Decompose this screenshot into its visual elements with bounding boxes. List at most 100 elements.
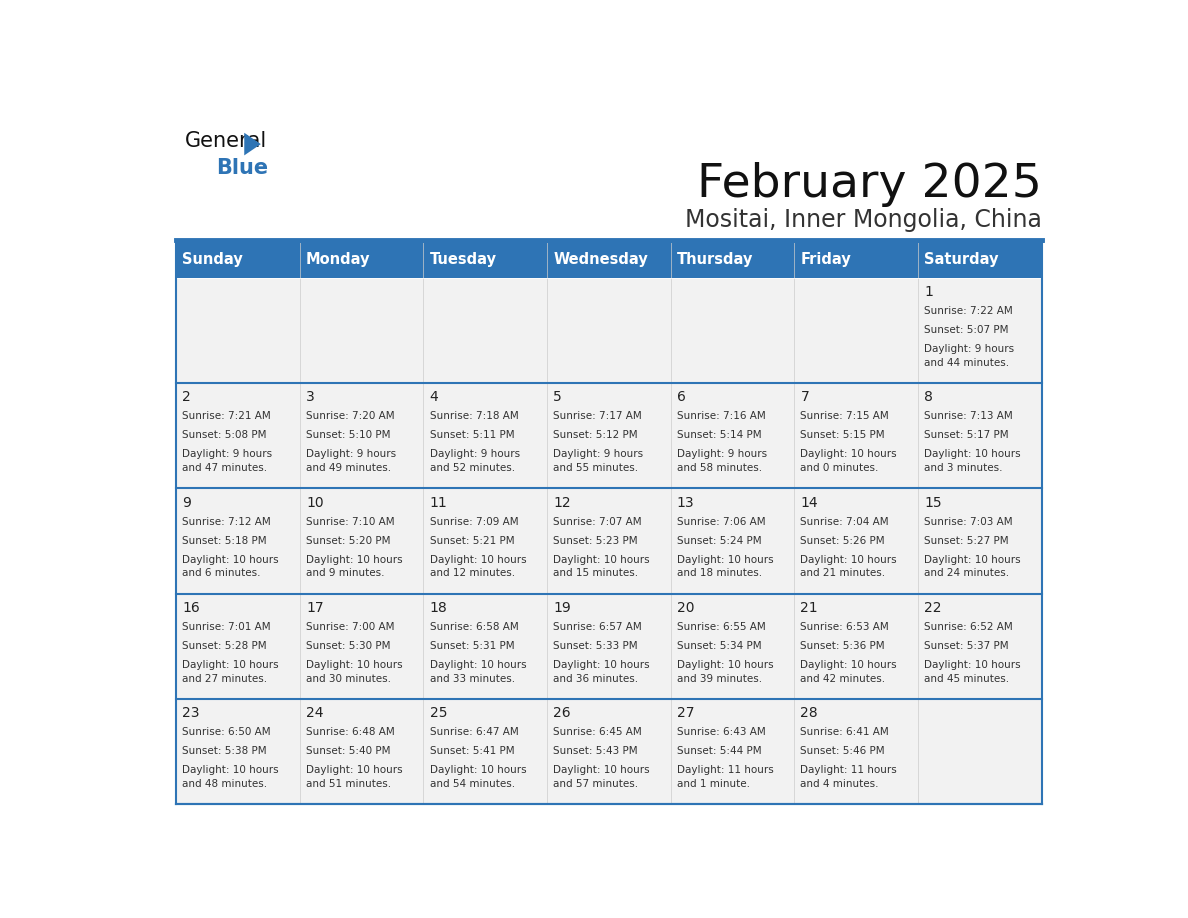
Bar xyxy=(671,699,795,804)
Text: Sunrise: 7:03 AM: Sunrise: 7:03 AM xyxy=(924,517,1012,527)
Text: 14: 14 xyxy=(801,496,819,509)
Text: Sunrise: 7:15 AM: Sunrise: 7:15 AM xyxy=(801,411,890,421)
Text: Daylight: 10 hours
and 36 minutes.: Daylight: 10 hours and 36 minutes. xyxy=(554,660,650,684)
Text: 10: 10 xyxy=(307,496,323,509)
Text: 8: 8 xyxy=(924,390,933,405)
Text: Mositai, Inner Mongolia, China: Mositai, Inner Mongolia, China xyxy=(684,207,1042,231)
Bar xyxy=(795,594,918,699)
Text: Sunset: 5:28 PM: Sunset: 5:28 PM xyxy=(182,641,267,651)
Text: Daylight: 10 hours
and 51 minutes.: Daylight: 10 hours and 51 minutes. xyxy=(307,766,403,789)
Text: Daylight: 10 hours
and 45 minutes.: Daylight: 10 hours and 45 minutes. xyxy=(924,660,1020,684)
Text: 26: 26 xyxy=(554,706,571,721)
Text: 7: 7 xyxy=(801,390,809,405)
Text: Sunrise: 6:43 AM: Sunrise: 6:43 AM xyxy=(677,727,765,737)
Text: Daylight: 10 hours
and 18 minutes.: Daylight: 10 hours and 18 minutes. xyxy=(677,554,773,578)
Text: Saturday: Saturday xyxy=(924,252,999,267)
Text: Daylight: 10 hours
and 48 minutes.: Daylight: 10 hours and 48 minutes. xyxy=(182,766,279,789)
Text: Sunrise: 6:53 AM: Sunrise: 6:53 AM xyxy=(801,622,890,633)
Text: Sunset: 5:38 PM: Sunset: 5:38 PM xyxy=(182,746,267,756)
Text: Daylight: 9 hours
and 47 minutes.: Daylight: 9 hours and 47 minutes. xyxy=(182,449,272,473)
Text: Sunset: 5:43 PM: Sunset: 5:43 PM xyxy=(554,746,638,756)
Text: Sunset: 5:46 PM: Sunset: 5:46 PM xyxy=(801,746,885,756)
Bar xyxy=(176,594,299,699)
Bar xyxy=(176,488,299,594)
Bar xyxy=(299,488,423,594)
Bar xyxy=(795,699,918,804)
Bar xyxy=(299,594,423,699)
Text: Sunrise: 6:41 AM: Sunrise: 6:41 AM xyxy=(801,727,890,737)
Text: 15: 15 xyxy=(924,496,942,509)
Text: Sunrise: 6:45 AM: Sunrise: 6:45 AM xyxy=(554,727,642,737)
Text: Sunset: 5:24 PM: Sunset: 5:24 PM xyxy=(677,536,762,545)
Text: 2: 2 xyxy=(182,390,191,405)
Text: Sunrise: 7:22 AM: Sunrise: 7:22 AM xyxy=(924,306,1013,316)
Text: Daylight: 10 hours
and 54 minutes.: Daylight: 10 hours and 54 minutes. xyxy=(430,766,526,789)
Text: Daylight: 10 hours
and 24 minutes.: Daylight: 10 hours and 24 minutes. xyxy=(924,554,1020,578)
Text: 22: 22 xyxy=(924,601,942,615)
Bar xyxy=(918,277,1042,383)
Bar xyxy=(176,383,299,488)
Text: Sunrise: 7:00 AM: Sunrise: 7:00 AM xyxy=(307,622,394,633)
Text: Blue: Blue xyxy=(216,158,267,177)
Text: Sunset: 5:33 PM: Sunset: 5:33 PM xyxy=(554,641,638,651)
Text: Daylight: 11 hours
and 4 minutes.: Daylight: 11 hours and 4 minutes. xyxy=(801,766,897,789)
Bar xyxy=(546,699,671,804)
Bar xyxy=(299,277,423,383)
Bar xyxy=(795,277,918,383)
Text: 5: 5 xyxy=(554,390,562,405)
Text: 27: 27 xyxy=(677,706,694,721)
Text: Sunset: 5:15 PM: Sunset: 5:15 PM xyxy=(801,431,885,441)
Text: Sunset: 5:36 PM: Sunset: 5:36 PM xyxy=(801,641,885,651)
Text: 9: 9 xyxy=(182,496,191,509)
Text: 25: 25 xyxy=(430,706,447,721)
Bar xyxy=(176,277,299,383)
Text: Wednesday: Wednesday xyxy=(554,252,647,267)
Text: Sunrise: 6:47 AM: Sunrise: 6:47 AM xyxy=(430,727,518,737)
Text: Sunrise: 7:12 AM: Sunrise: 7:12 AM xyxy=(182,517,271,527)
Text: Sunrise: 7:09 AM: Sunrise: 7:09 AM xyxy=(430,517,518,527)
Text: Tuesday: Tuesday xyxy=(430,252,497,267)
Text: Sunrise: 7:07 AM: Sunrise: 7:07 AM xyxy=(554,517,642,527)
Bar xyxy=(423,383,546,488)
Text: Daylight: 10 hours
and 27 minutes.: Daylight: 10 hours and 27 minutes. xyxy=(182,660,279,684)
Bar xyxy=(176,241,1042,277)
Text: Sunset: 5:31 PM: Sunset: 5:31 PM xyxy=(430,641,514,651)
Bar xyxy=(176,699,299,804)
Text: 13: 13 xyxy=(677,496,695,509)
Text: Sunrise: 7:17 AM: Sunrise: 7:17 AM xyxy=(554,411,642,421)
Bar xyxy=(423,488,546,594)
Text: Daylight: 9 hours
and 52 minutes.: Daylight: 9 hours and 52 minutes. xyxy=(430,449,519,473)
Bar xyxy=(423,699,546,804)
Text: Daylight: 10 hours
and 9 minutes.: Daylight: 10 hours and 9 minutes. xyxy=(307,554,403,578)
Text: Daylight: 10 hours
and 3 minutes.: Daylight: 10 hours and 3 minutes. xyxy=(924,449,1020,473)
Text: Daylight: 9 hours
and 58 minutes.: Daylight: 9 hours and 58 minutes. xyxy=(677,449,767,473)
Text: Sunset: 5:27 PM: Sunset: 5:27 PM xyxy=(924,536,1009,545)
Text: 23: 23 xyxy=(182,706,200,721)
Text: Sunrise: 7:16 AM: Sunrise: 7:16 AM xyxy=(677,411,765,421)
Bar xyxy=(423,594,546,699)
Text: Sunset: 5:20 PM: Sunset: 5:20 PM xyxy=(307,536,391,545)
Text: 18: 18 xyxy=(430,601,448,615)
Text: Sunrise: 6:55 AM: Sunrise: 6:55 AM xyxy=(677,622,765,633)
Text: 11: 11 xyxy=(430,496,448,509)
Text: Daylight: 10 hours
and 12 minutes.: Daylight: 10 hours and 12 minutes. xyxy=(430,554,526,578)
Bar xyxy=(423,277,546,383)
Text: Sunset: 5:37 PM: Sunset: 5:37 PM xyxy=(924,641,1009,651)
Text: Sunday: Sunday xyxy=(182,252,244,267)
Text: General: General xyxy=(185,130,267,151)
Text: Sunrise: 7:13 AM: Sunrise: 7:13 AM xyxy=(924,411,1013,421)
Text: Daylight: 9 hours
and 44 minutes.: Daylight: 9 hours and 44 minutes. xyxy=(924,344,1015,367)
Text: Sunset: 5:34 PM: Sunset: 5:34 PM xyxy=(677,641,762,651)
Text: Sunset: 5:10 PM: Sunset: 5:10 PM xyxy=(307,431,391,441)
Text: Sunset: 5:26 PM: Sunset: 5:26 PM xyxy=(801,536,885,545)
Text: Sunset: 5:17 PM: Sunset: 5:17 PM xyxy=(924,431,1009,441)
Bar xyxy=(795,383,918,488)
Bar xyxy=(299,699,423,804)
Text: Daylight: 10 hours
and 15 minutes.: Daylight: 10 hours and 15 minutes. xyxy=(554,554,650,578)
Text: Sunrise: 7:21 AM: Sunrise: 7:21 AM xyxy=(182,411,271,421)
Text: Sunrise: 7:01 AM: Sunrise: 7:01 AM xyxy=(182,622,271,633)
Text: Sunrise: 7:20 AM: Sunrise: 7:20 AM xyxy=(307,411,394,421)
Text: 4: 4 xyxy=(430,390,438,405)
Bar xyxy=(299,383,423,488)
Bar xyxy=(546,594,671,699)
